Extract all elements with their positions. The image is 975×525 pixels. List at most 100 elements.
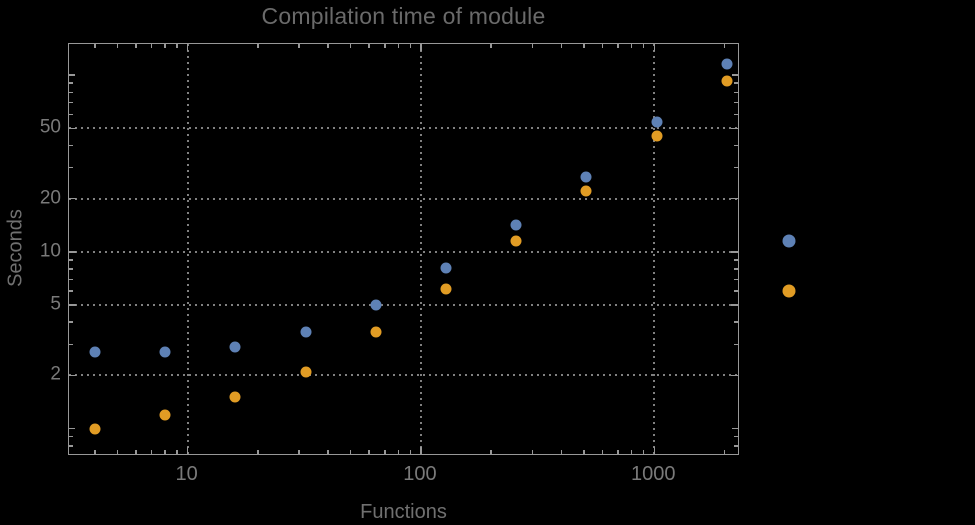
tick-mark [150,450,153,454]
tick-mark [298,44,300,48]
tick-mark [69,144,73,147]
tick-mark [560,44,563,48]
gridline-y-2 [69,374,738,377]
data-point-blue-series-x128 [440,262,452,274]
tick-mark [420,44,422,51]
tick-mark [69,166,73,169]
tick-mark [617,44,619,48]
tick-mark [116,44,119,48]
tick-mark [723,44,726,48]
tick-mark [69,374,76,377]
gridline-y-50 [69,127,738,130]
tick-mark [116,450,119,454]
tick-mark [734,435,738,438]
tick-mark [69,304,76,306]
tick-mark [732,74,738,76]
gridline-y-10 [69,250,738,253]
tick-mark [164,44,166,48]
tick-mark [560,450,563,454]
tick-mark [734,259,738,261]
tick-mark [349,44,352,48]
tick-mark [653,447,656,454]
tick-mark [327,44,329,48]
data-point-orange-series-x8 [159,409,171,421]
data-point-orange-series-x4 [89,423,101,435]
tick-mark [69,259,73,261]
plot-area [68,43,739,455]
tick-mark [734,82,738,84]
tick-mark [630,450,633,454]
tick-mark [69,251,76,253]
x-tick-label-10: 10 [175,463,198,485]
tick-mark [69,435,73,438]
gridline-x-1000 [653,44,656,454]
tick-mark [69,113,73,116]
tick-mark [583,44,585,48]
tick-mark [734,113,738,116]
y-tick-label-5: 5 [50,293,61,315]
tick-mark [409,44,412,48]
tick-mark [397,450,400,454]
data-point-blue-series-x64 [370,299,382,311]
data-point-blue-series-x16 [229,341,241,353]
tick-mark [490,44,492,48]
tick-mark [69,101,73,104]
tick-mark [734,278,738,280]
tick-mark [601,450,604,454]
tick-mark [69,82,73,84]
tick-mark [69,197,76,200]
tick-mark [186,44,189,51]
tick-mark [368,44,370,48]
data-point-blue-series-x1024 [651,116,663,128]
tick-mark [731,304,738,306]
tick-mark [368,450,370,454]
tick-mark [731,251,738,253]
data-point-orange-series-x32 [300,366,312,378]
tick-mark [734,101,738,104]
tick-mark [69,321,73,323]
y-tick-label-20: 20 [39,187,61,209]
gridline-y-5 [69,304,738,307]
tick-mark [69,445,73,447]
data-point-blue-series-x4 [89,346,101,358]
tick-mark [349,450,352,454]
tick-mark [642,44,645,48]
tick-mark [731,197,738,200]
legend-marker-blue-series [782,234,796,248]
data-point-blue-series-x8 [159,346,171,358]
data-point-orange-series-x1024 [651,130,663,142]
data-point-orange-series-x2048 [721,75,733,87]
tick-mark [420,447,422,454]
tick-mark [630,44,633,48]
tick-mark [583,450,585,454]
tick-mark [734,290,738,292]
tick-mark [135,44,137,48]
tick-mark [298,450,300,454]
tick-mark [734,445,738,447]
tick-mark [164,450,166,454]
tick-mark [69,91,73,93]
tick-mark [69,343,73,346]
gridline-x-10 [186,44,189,454]
x-axis-title: Functions [360,501,447,523]
tick-mark [734,144,738,147]
data-point-orange-series-x256 [510,235,522,247]
gridline-y-20 [69,197,738,200]
y-tick-label-50: 50 [39,116,61,138]
tick-mark [601,44,604,48]
tick-mark [69,278,73,280]
data-point-blue-series-x512 [580,171,592,183]
tick-mark [734,91,738,93]
tick-mark [531,44,534,48]
data-point-orange-series-x16 [229,391,241,403]
tick-mark [384,450,386,454]
data-point-blue-series-x2048 [721,58,733,70]
tick-mark [734,321,738,323]
tick-mark [176,450,178,454]
data-point-orange-series-x128 [440,283,452,295]
tick-mark [186,447,189,454]
tick-mark [734,268,738,270]
tick-mark [69,74,75,76]
y-tick-label-10: 10 [39,240,61,262]
